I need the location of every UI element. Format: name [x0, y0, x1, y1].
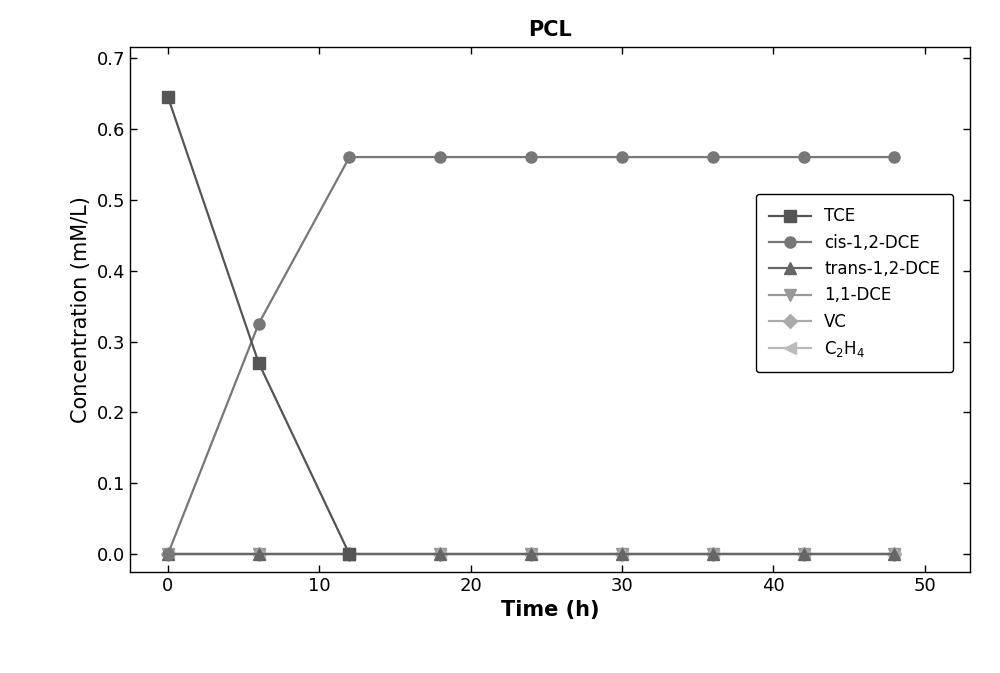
- 1,1-DCE: [525, 551, 537, 559]
- cis-1,2-DCE: [253, 320, 265, 328]
- trans-1,2-DCE: [888, 551, 900, 559]
- 1,1-DCE: [707, 551, 719, 559]
- VC: [434, 551, 446, 559]
- Y-axis label: Concentration (mM/L): Concentration (mM/L): [71, 196, 91, 423]
- 1,1-DCE: [888, 551, 900, 559]
- C$_2$H$_4$: [434, 551, 446, 559]
- cis-1,2-DCE: [616, 153, 628, 161]
- VC: [616, 551, 628, 559]
- VC: [525, 551, 537, 559]
- C$_2$H$_4$: [525, 551, 537, 559]
- Line: 1,1-DCE: 1,1-DCE: [162, 548, 900, 560]
- 1,1-DCE: [434, 551, 446, 559]
- trans-1,2-DCE: [162, 551, 174, 559]
- C$_2$H$_4$: [616, 551, 628, 559]
- cis-1,2-DCE: [707, 153, 719, 161]
- cis-1,2-DCE: [798, 153, 810, 161]
- Legend: TCE, cis-1,2-DCE, trans-1,2-DCE, 1,1-DCE, VC, C$_2$H$_4$: TCE, cis-1,2-DCE, trans-1,2-DCE, 1,1-DCE…: [756, 194, 953, 372]
- trans-1,2-DCE: [798, 551, 810, 559]
- VC: [162, 551, 174, 559]
- C$_2$H$_4$: [798, 551, 810, 559]
- C$_2$H$_4$: [707, 551, 719, 559]
- TCE: [162, 93, 174, 101]
- TCE: [253, 359, 265, 367]
- cis-1,2-DCE: [525, 153, 537, 161]
- VC: [253, 551, 265, 559]
- X-axis label: Time (h): Time (h): [501, 600, 599, 621]
- trans-1,2-DCE: [434, 551, 446, 559]
- Title: PCL: PCL: [528, 20, 572, 40]
- trans-1,2-DCE: [253, 551, 265, 559]
- trans-1,2-DCE: [707, 551, 719, 559]
- 1,1-DCE: [616, 551, 628, 559]
- trans-1,2-DCE: [616, 551, 628, 559]
- cis-1,2-DCE: [343, 153, 355, 161]
- C$_2$H$_4$: [888, 551, 900, 559]
- TCE: [343, 551, 355, 559]
- 1,1-DCE: [253, 551, 265, 559]
- trans-1,2-DCE: [525, 551, 537, 559]
- Line: trans-1,2-DCE: trans-1,2-DCE: [162, 548, 900, 560]
- cis-1,2-DCE: [888, 153, 900, 161]
- trans-1,2-DCE: [343, 551, 355, 559]
- C$_2$H$_4$: [343, 551, 355, 559]
- Line: TCE: TCE: [162, 92, 355, 560]
- 1,1-DCE: [343, 551, 355, 559]
- Line: VC: VC: [163, 549, 899, 559]
- VC: [798, 551, 810, 559]
- cis-1,2-DCE: [434, 153, 446, 161]
- VC: [707, 551, 719, 559]
- 1,1-DCE: [798, 551, 810, 559]
- 1,1-DCE: [162, 551, 174, 559]
- C$_2$H$_4$: [253, 551, 265, 559]
- VC: [888, 551, 900, 559]
- VC: [343, 551, 355, 559]
- cis-1,2-DCE: [162, 551, 174, 559]
- Line: C$_2$H$_4$: C$_2$H$_4$: [162, 548, 900, 560]
- C$_2$H$_4$: [162, 551, 174, 559]
- Line: cis-1,2-DCE: cis-1,2-DCE: [162, 151, 900, 560]
